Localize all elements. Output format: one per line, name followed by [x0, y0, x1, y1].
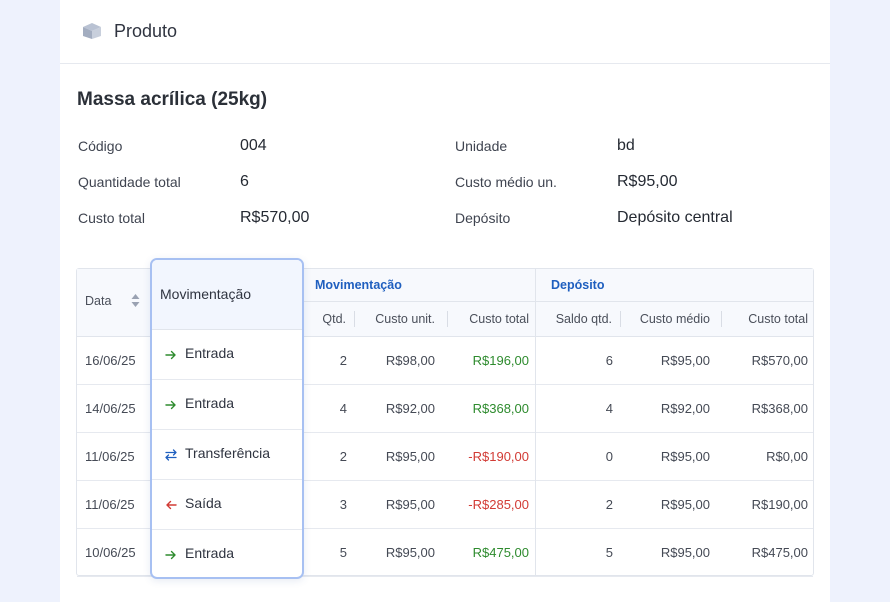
- row-date: 14/06/25: [85, 401, 136, 416]
- row-date: 11/06/25: [85, 449, 135, 464]
- row-avg-cost: R$95,00: [660, 353, 710, 368]
- movement-type-column: Movimentação Entrada Entrada Transferênc…: [150, 258, 304, 579]
- panel-title: Produto: [114, 21, 178, 41]
- row-unit-cost: R$92,00: [385, 401, 435, 416]
- box-icon: [83, 23, 101, 39]
- movement-type-cell[interactable]: Saída: [152, 480, 302, 530]
- column-separator: [721, 311, 722, 327]
- row-date: 16/06/25: [85, 353, 136, 368]
- row-avg-cost: R$95,00: [660, 497, 710, 512]
- row-avg-cost: R$92,00: [660, 401, 710, 416]
- row-qty: 2: [339, 449, 347, 464]
- row-balance: 2: [605, 497, 613, 512]
- column-separator: [447, 311, 448, 327]
- row-deposit-total: R$570,00: [751, 353, 808, 368]
- column-separator: [620, 311, 621, 327]
- movement-type-cell[interactable]: Entrada: [152, 530, 302, 577]
- row-avg-cost: R$95,00: [660, 449, 710, 464]
- product-name: Massa acrílica (25kg): [77, 89, 268, 110]
- deposit-total-column-header: Custo total: [748, 312, 808, 326]
- row-balance: 6: [605, 353, 613, 368]
- movement-type-cell[interactable]: Entrada: [152, 380, 302, 430]
- row-balance: 4: [605, 401, 613, 416]
- unit-value: bd: [617, 137, 635, 154]
- unit-label: Unidade: [455, 138, 508, 154]
- avg-cost-label: Custo médio un.: [455, 174, 557, 190]
- table-row[interactable]: 11/06/25 3 R$95,00 -R$285,00 2 R$95,00 R…: [77, 481, 813, 529]
- group-vertical-divider: [535, 269, 536, 337]
- row-unit-cost: R$95,00: [385, 545, 435, 560]
- row-balance: 5: [605, 545, 613, 560]
- row-qty: 2: [339, 353, 347, 368]
- total-cost-column-header: Custo total: [469, 312, 529, 326]
- movement-type-cell[interactable]: Entrada: [152, 330, 302, 380]
- row-avg-cost: R$95,00: [660, 545, 710, 560]
- column-separator: [354, 311, 355, 327]
- balance-qty-column-header: Saldo qtd.: [555, 312, 612, 326]
- arrow-right-icon: [165, 400, 176, 410]
- row-unit-cost: R$98,00: [385, 353, 435, 368]
- arrow-right-icon: [165, 350, 176, 360]
- row-unit-cost: R$95,00: [385, 449, 435, 464]
- deposit-value: Depósito central: [617, 209, 733, 226]
- row-qty: 5: [339, 545, 347, 560]
- avg-cost-value: R$95,00: [617, 173, 678, 190]
- table-row[interactable]: 10/06/25 5 R$95,00 R$475,00 5 R$95,00 R$…: [77, 529, 813, 577]
- movement-type-label: Entrada: [185, 345, 235, 361]
- table-row[interactable]: 14/06/25 4 R$92,00 R$368,00 4 R$92,00 R$…: [77, 385, 813, 433]
- table-row[interactable]: 16/06/25 2 R$98,00 R$196,00 6 R$95,00 R$…: [77, 337, 813, 385]
- row-total-cost: R$368,00: [472, 401, 529, 416]
- panel-header: Produto: [60, 0, 830, 64]
- code-value: 004: [240, 137, 267, 154]
- date-column-header[interactable]: Data: [85, 294, 112, 308]
- total-qty-value: 6: [240, 173, 249, 190]
- unit-cost-column-header: Custo unit.: [375, 312, 435, 326]
- deposit-group-header: Depósito: [551, 278, 605, 292]
- row-total-cost: R$196,00: [472, 353, 529, 368]
- row-total-cost: -R$190,00: [468, 449, 529, 464]
- sort-icon[interactable]: [131, 294, 140, 307]
- row-total-cost: R$475,00: [472, 545, 529, 560]
- row-total-cost: -R$285,00: [468, 497, 529, 512]
- movement-group-header: Movimentação: [315, 278, 402, 292]
- avg-cost-column-header: Custo médio: [639, 312, 710, 326]
- total-cost-value: R$570,00: [240, 209, 310, 226]
- transfer-icon: [165, 449, 177, 461]
- movement-type-label: Entrada: [185, 395, 235, 411]
- row-deposit-total: R$368,00: [751, 401, 808, 416]
- code-label: Código: [78, 138, 123, 154]
- movement-type-column-header: Movimentação: [152, 260, 302, 330]
- movement-type-label: Saída: [185, 495, 222, 511]
- row-balance: 0: [605, 449, 613, 464]
- total-qty-label: Quantidade total: [78, 174, 181, 190]
- qty-column-header: Qtd.: [322, 312, 346, 326]
- deposit-label: Depósito: [455, 210, 511, 226]
- row-qty: 3: [339, 497, 347, 512]
- arrow-left-icon: [166, 500, 177, 510]
- table-row[interactable]: 11/06/25 2 R$95,00 -R$190,00 0 R$95,00 R…: [77, 433, 813, 481]
- arrow-right-icon: [165, 550, 176, 560]
- row-deposit-total: R$0,00: [766, 449, 808, 464]
- row-date: 10/06/25: [85, 545, 136, 560]
- movement-type-cell[interactable]: Transferência: [152, 430, 302, 480]
- group-divider: [302, 301, 813, 302]
- movement-type-label: Entrada: [185, 545, 235, 561]
- group-vertical-divider: [535, 337, 536, 575]
- movement-type-label: Transferência: [185, 445, 271, 461]
- row-qty: 4: [339, 401, 347, 416]
- row-deposit-total: R$475,00: [751, 545, 808, 560]
- row-date: 11/06/25: [85, 497, 135, 512]
- row-deposit-total: R$190,00: [751, 497, 808, 512]
- total-cost-label: Custo total: [78, 210, 145, 226]
- row-unit-cost: R$95,00: [385, 497, 435, 512]
